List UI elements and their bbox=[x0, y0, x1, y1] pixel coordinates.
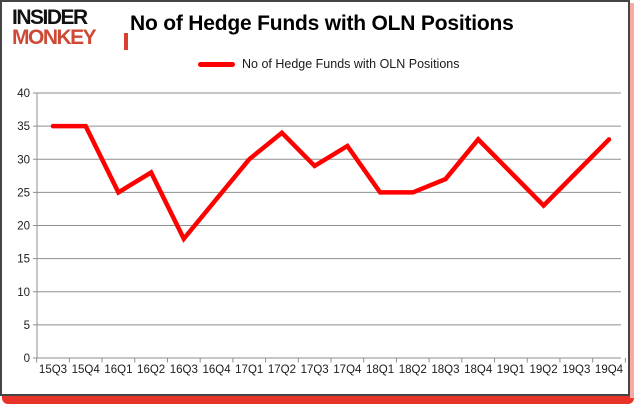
x-axis-label-18Q3: 18Q3 bbox=[431, 364, 459, 376]
chart-title: No of Hedge Funds with OLN Positions bbox=[130, 12, 514, 35]
logo-divider bbox=[124, 33, 128, 50]
legend-label: No of Hedge Funds with OLN Positions bbox=[242, 57, 460, 71]
insider-monkey-logo: INSIDER MONKEY bbox=[12, 6, 97, 49]
x-axis-label-17Q2: 17Q2 bbox=[268, 364, 296, 376]
legend: No of Hedge Funds with OLN Positions bbox=[198, 57, 459, 71]
x-axis-label-16Q3: 16Q3 bbox=[170, 364, 198, 376]
y-axis-label-30: 30 bbox=[17, 154, 30, 166]
legend-line-swatch bbox=[198, 61, 235, 67]
y-axis-label-40: 40 bbox=[17, 88, 30, 100]
logo-line-insider: INSIDER bbox=[12, 6, 88, 29]
y-axis-label-0: 0 bbox=[24, 353, 30, 365]
x-axis-label-19Q3: 19Q3 bbox=[562, 364, 590, 376]
x-axis-label-19Q4: 19Q4 bbox=[595, 364, 624, 376]
x-axis-label-17Q3: 17Q3 bbox=[301, 364, 329, 376]
x-axis-label-18Q4: 18Q4 bbox=[464, 364, 493, 376]
logo-line-monkey: MONKEY bbox=[12, 26, 97, 49]
data-line-series bbox=[50, 123, 612, 243]
y-axis-label-15: 15 bbox=[17, 254, 30, 266]
x-axis-label-16Q4: 16Q4 bbox=[202, 364, 231, 376]
x-axis-label-17Q4: 17Q4 bbox=[333, 364, 362, 376]
y-axis-label-5: 5 bbox=[24, 320, 30, 332]
chart-svg: 0 5 10 15 20 25 30 35 40 15Q3 15Q4 16Q1 16Q2 16Q3 16Q4… bbox=[17, 88, 626, 376]
frame-right-pink-bar bbox=[630, 3, 634, 398]
x-axis-label-19Q2: 19Q2 bbox=[530, 364, 558, 376]
y-axis-label-25: 25 bbox=[17, 187, 30, 199]
x-axis-label-16Q2: 16Q2 bbox=[137, 364, 165, 376]
chart-panel: INSIDER MONKEY No of Hedge Funds with OL… bbox=[0, 0, 630, 396]
x-axis-label-19Q1: 19Q1 bbox=[497, 364, 525, 376]
y-axis-label-10: 10 bbox=[17, 287, 30, 299]
y-axis-label-20: 20 bbox=[17, 221, 30, 233]
x-axis-label-17Q1: 17Q1 bbox=[235, 364, 263, 376]
x-axis-label-15Q4: 15Q4 bbox=[72, 364, 101, 376]
x-axis-label-16Q1: 16Q1 bbox=[104, 364, 132, 376]
frame-bottom-red-bar bbox=[2, 396, 634, 404]
x-axis-label-18Q2: 18Q2 bbox=[399, 364, 427, 376]
x-axis-label-15Q3: 15Q3 bbox=[39, 364, 67, 376]
x-axis-label-18Q1: 18Q1 bbox=[366, 364, 394, 376]
y-axis-label-35: 35 bbox=[17, 121, 30, 133]
